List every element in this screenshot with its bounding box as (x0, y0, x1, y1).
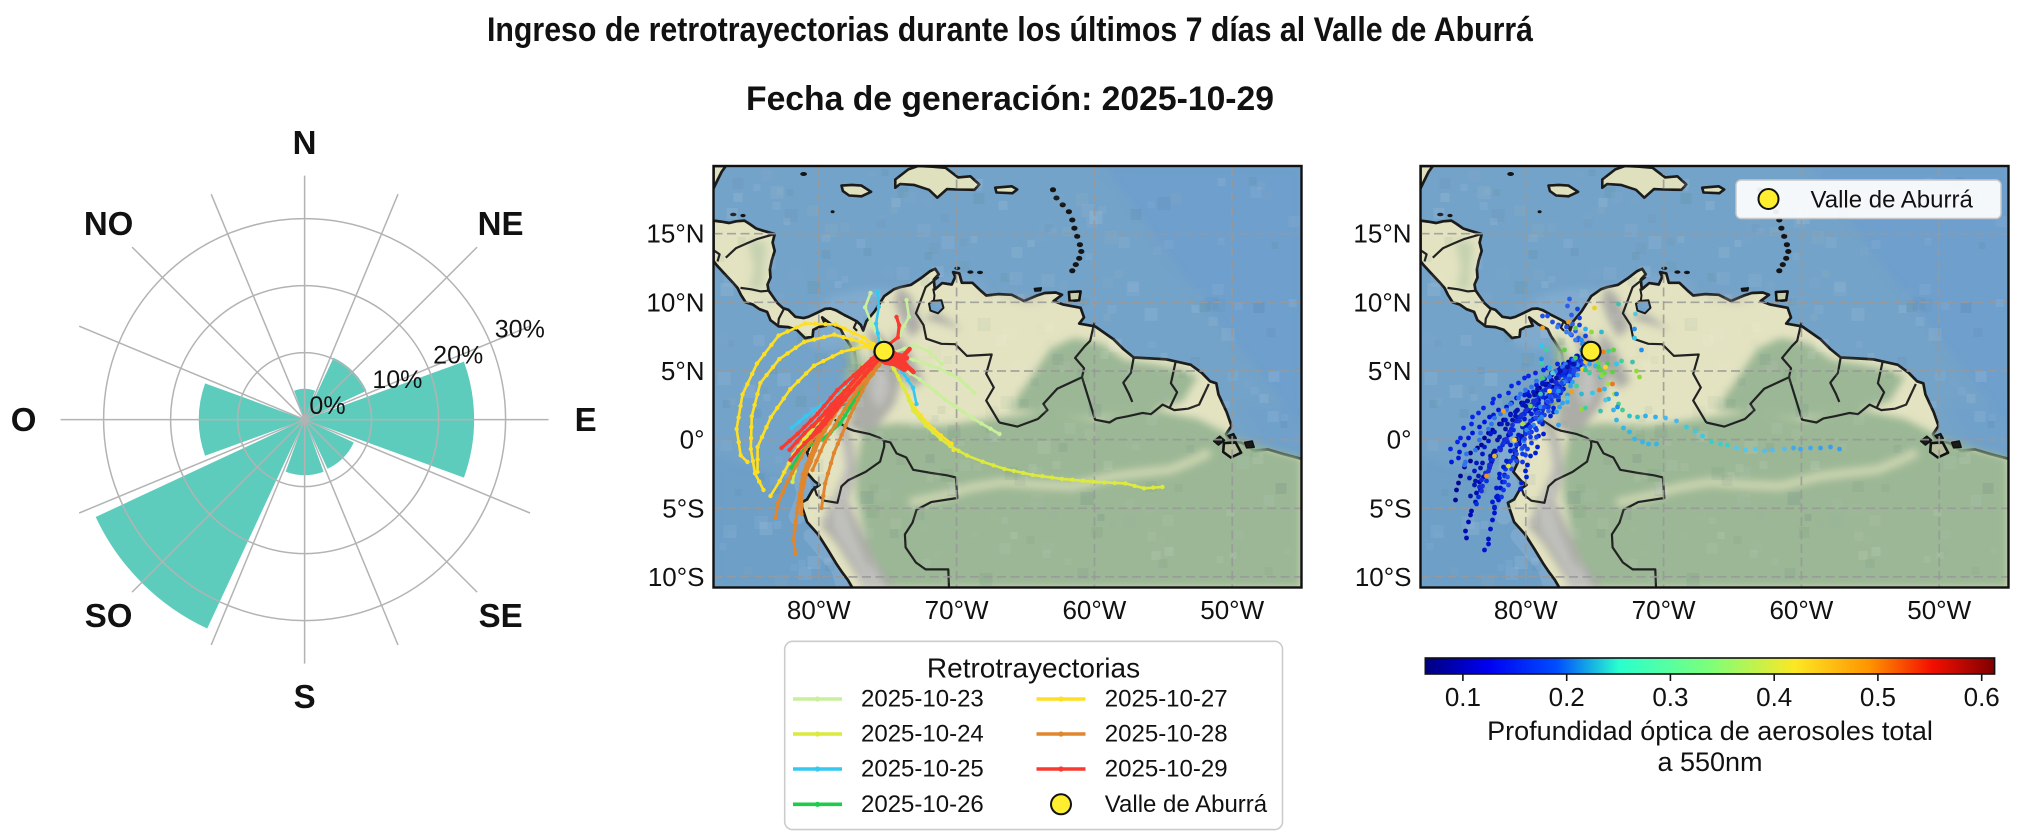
svg-text:Valle de Aburrá: Valle de Aburrá (1105, 791, 1268, 818)
svg-text:S: S (294, 678, 316, 715)
svg-text:5°N: 5°N (661, 356, 705, 386)
svg-text:0.1: 0.1 (1445, 682, 1481, 712)
svg-text:15°N: 15°N (1353, 219, 1411, 249)
svg-text:10°N: 10°N (1353, 287, 1411, 317)
svg-text:a 550nm: a 550nm (1657, 747, 1762, 777)
svg-text:80°W: 80°W (787, 595, 851, 625)
svg-text:0°: 0° (680, 425, 705, 455)
svg-text:Profundidad óptica de aerosole: Profundidad óptica de aerosoles total (1487, 716, 1933, 746)
svg-text:2025-10-23: 2025-10-23 (861, 686, 984, 713)
svg-text:0.2: 0.2 (1549, 682, 1585, 712)
svg-text:2025-10-28: 2025-10-28 (1105, 721, 1228, 748)
svg-text:15°N: 15°N (646, 219, 704, 249)
svg-text:2025-10-27: 2025-10-27 (1105, 686, 1228, 713)
svg-text:5°S: 5°S (1369, 493, 1411, 523)
svg-text:0°: 0° (1387, 425, 1412, 455)
svg-text:2025-10-24: 2025-10-24 (861, 721, 984, 748)
svg-text:0.3: 0.3 (1652, 682, 1688, 712)
svg-text:0.4: 0.4 (1756, 682, 1792, 712)
svg-text:Valle de Aburrá: Valle de Aburrá (1811, 187, 1974, 214)
svg-text:Retrotrayectorias: Retrotrayectorias (927, 653, 1140, 684)
svg-text:50°W: 50°W (1200, 595, 1264, 625)
svg-text:2025-10-25: 2025-10-25 (861, 756, 984, 783)
svg-text:60°W: 60°W (1769, 595, 1833, 625)
svg-text:SO: SO (85, 597, 133, 634)
svg-text:20%: 20% (433, 342, 483, 370)
svg-text:0%: 0% (309, 392, 345, 420)
svg-text:SE: SE (479, 597, 523, 634)
svg-text:80°W: 80°W (1494, 595, 1558, 625)
svg-text:50°W: 50°W (1907, 595, 1971, 625)
svg-text:70°W: 70°W (925, 595, 989, 625)
svg-text:60°W: 60°W (1062, 595, 1126, 625)
svg-text:30%: 30% (495, 316, 545, 344)
svg-text:NO: NO (84, 205, 134, 242)
svg-text:10°S: 10°S (1355, 562, 1412, 592)
svg-text:10°S: 10°S (648, 562, 705, 592)
svg-text:2025-10-29: 2025-10-29 (1105, 756, 1228, 783)
svg-text:Ingreso de retrotrayectorias d: Ingreso de retrotrayectorias durante los… (487, 11, 1533, 49)
svg-text:0.5: 0.5 (1860, 682, 1896, 712)
svg-text:N: N (293, 124, 317, 161)
svg-text:O: O (11, 401, 37, 438)
svg-text:2025-10-26: 2025-10-26 (861, 791, 984, 818)
svg-text:70°W: 70°W (1632, 595, 1696, 625)
svg-text:5°N: 5°N (1368, 356, 1412, 386)
svg-text:10°N: 10°N (646, 287, 704, 317)
svg-text:E: E (575, 401, 597, 438)
svg-text:NE: NE (478, 205, 524, 242)
svg-text:5°S: 5°S (662, 493, 704, 523)
svg-text:0.6: 0.6 (1964, 682, 2000, 712)
svg-text:Fecha de generación: 2025-10-2: Fecha de generación: 2025-10-29 (746, 80, 1274, 118)
svg-text:10%: 10% (372, 366, 422, 394)
